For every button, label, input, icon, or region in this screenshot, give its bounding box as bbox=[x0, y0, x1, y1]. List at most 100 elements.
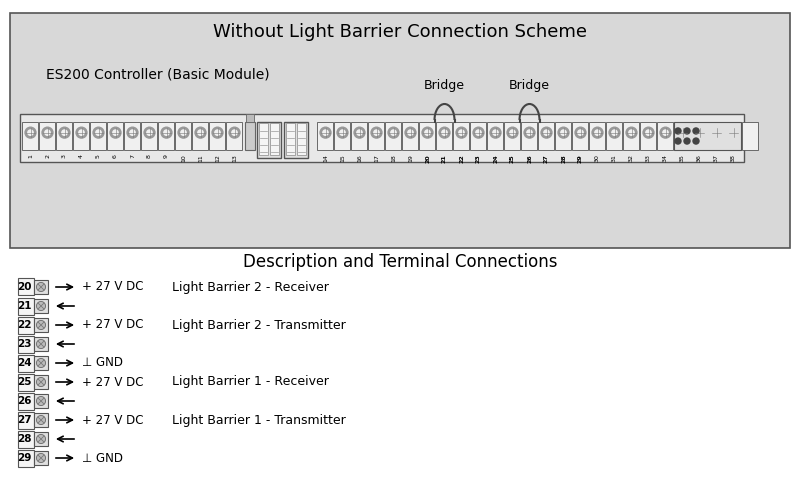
Circle shape bbox=[608, 126, 621, 139]
Circle shape bbox=[458, 129, 465, 136]
Text: 7: 7 bbox=[130, 154, 135, 158]
Bar bbox=[18, 278, 34, 295]
Text: ⊥ GND: ⊥ GND bbox=[82, 357, 123, 369]
Circle shape bbox=[441, 129, 448, 136]
Bar bbox=[504, 122, 520, 150]
Bar bbox=[259, 123, 268, 155]
Text: Light Barrier 1 - Transmitter: Light Barrier 1 - Transmitter bbox=[172, 414, 346, 426]
Circle shape bbox=[231, 129, 238, 136]
Circle shape bbox=[42, 126, 54, 139]
Circle shape bbox=[693, 128, 699, 134]
Text: 22: 22 bbox=[459, 154, 464, 163]
Bar bbox=[284, 122, 308, 158]
Circle shape bbox=[37, 435, 46, 443]
Circle shape bbox=[730, 129, 737, 136]
Circle shape bbox=[675, 138, 681, 144]
Circle shape bbox=[455, 126, 468, 139]
Bar bbox=[257, 122, 281, 158]
Circle shape bbox=[37, 396, 46, 406]
Circle shape bbox=[523, 126, 536, 139]
Circle shape bbox=[475, 129, 482, 136]
Circle shape bbox=[645, 129, 652, 136]
Bar bbox=[674, 122, 690, 150]
Circle shape bbox=[37, 359, 46, 368]
Bar bbox=[124, 122, 140, 150]
Text: 3: 3 bbox=[62, 154, 67, 158]
Text: 33: 33 bbox=[646, 154, 651, 162]
Circle shape bbox=[543, 129, 550, 136]
Bar bbox=[34, 394, 48, 408]
Circle shape bbox=[676, 126, 689, 139]
Bar bbox=[34, 280, 48, 294]
Text: Light Barrier 2 - Receiver: Light Barrier 2 - Receiver bbox=[172, 280, 329, 294]
Circle shape bbox=[662, 129, 669, 136]
Circle shape bbox=[693, 138, 699, 144]
Text: 24: 24 bbox=[18, 358, 32, 368]
Text: 22: 22 bbox=[18, 320, 32, 330]
Text: 34: 34 bbox=[663, 154, 668, 162]
Bar bbox=[18, 412, 34, 428]
Bar bbox=[34, 375, 48, 389]
Circle shape bbox=[675, 128, 681, 134]
Text: 11: 11 bbox=[198, 154, 203, 162]
Circle shape bbox=[143, 126, 156, 139]
Bar bbox=[18, 336, 34, 352]
Bar bbox=[20, 114, 744, 162]
Bar bbox=[34, 337, 48, 351]
Bar bbox=[34, 413, 48, 427]
Bar bbox=[10, 13, 790, 248]
Circle shape bbox=[684, 128, 690, 134]
Circle shape bbox=[407, 129, 414, 136]
Text: 6: 6 bbox=[113, 154, 118, 158]
Bar bbox=[317, 122, 333, 150]
Text: Light Barrier 2 - Transmitter: Light Barrier 2 - Transmitter bbox=[172, 318, 346, 332]
Bar bbox=[39, 122, 55, 150]
Text: 1: 1 bbox=[28, 154, 33, 158]
Circle shape bbox=[492, 129, 499, 136]
Text: 16: 16 bbox=[357, 154, 362, 162]
Text: 17: 17 bbox=[374, 154, 379, 162]
Circle shape bbox=[558, 126, 570, 139]
Circle shape bbox=[626, 126, 638, 139]
Circle shape bbox=[506, 126, 518, 139]
Circle shape bbox=[110, 126, 122, 139]
Bar bbox=[270, 123, 279, 155]
Circle shape bbox=[526, 129, 533, 136]
Circle shape bbox=[178, 126, 190, 139]
Bar bbox=[742, 122, 758, 150]
Text: 28: 28 bbox=[18, 434, 32, 444]
Bar bbox=[141, 122, 157, 150]
Text: 20: 20 bbox=[425, 154, 430, 163]
Bar bbox=[657, 122, 673, 150]
Text: 5: 5 bbox=[96, 154, 101, 158]
Circle shape bbox=[61, 129, 68, 136]
Text: 9: 9 bbox=[164, 154, 169, 158]
Bar bbox=[245, 122, 255, 150]
Text: 15: 15 bbox=[340, 154, 345, 162]
Circle shape bbox=[44, 129, 51, 136]
Circle shape bbox=[37, 301, 46, 311]
Bar bbox=[334, 122, 350, 150]
Circle shape bbox=[694, 126, 706, 139]
Bar bbox=[368, 122, 384, 150]
Circle shape bbox=[146, 129, 153, 136]
Circle shape bbox=[214, 129, 221, 136]
Circle shape bbox=[58, 126, 70, 139]
Text: 21: 21 bbox=[442, 154, 447, 163]
Circle shape bbox=[356, 129, 363, 136]
Bar bbox=[18, 392, 34, 410]
Text: 23: 23 bbox=[18, 339, 32, 349]
Circle shape bbox=[322, 129, 329, 136]
Text: Bridge: Bridge bbox=[509, 79, 550, 92]
Circle shape bbox=[126, 126, 138, 139]
Bar bbox=[402, 122, 418, 150]
Text: 32: 32 bbox=[629, 154, 634, 162]
Bar bbox=[640, 122, 656, 150]
Bar bbox=[286, 123, 295, 155]
Circle shape bbox=[727, 126, 740, 139]
Bar bbox=[297, 123, 306, 155]
Circle shape bbox=[490, 126, 502, 139]
Bar bbox=[34, 356, 48, 370]
Text: 8: 8 bbox=[147, 154, 152, 158]
Circle shape bbox=[577, 129, 584, 136]
